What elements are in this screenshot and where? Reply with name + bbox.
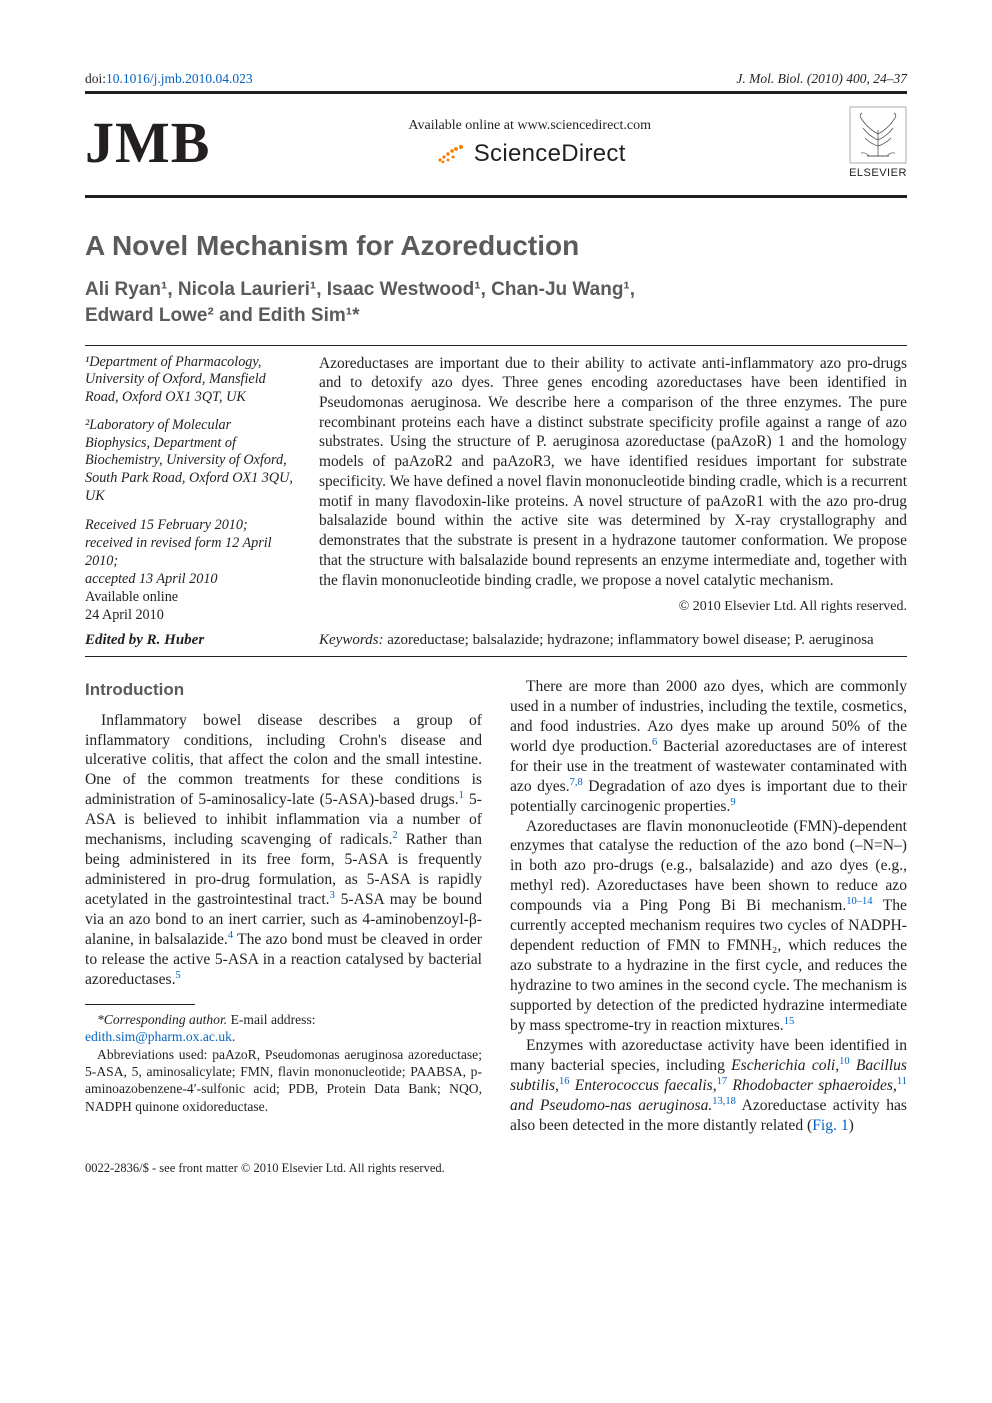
online-date: 24 April 2010 <box>85 607 164 623</box>
body-columns: Introduction Inflammatory bowel disease … <box>85 677 907 1136</box>
copyright-line: © 2010 Elsevier Ltd. All rights reserved… <box>319 598 907 616</box>
doi-prefix: doi: <box>85 71 106 86</box>
divider-rule <box>85 345 907 346</box>
divider-rule <box>85 195 907 198</box>
ref-10-link[interactable]: 10 <box>839 1056 850 1067</box>
keywords-label: Keywords: <box>319 632 383 648</box>
corresponding-label: *Corresponding author. <box>97 1012 227 1027</box>
keywords-text: azoreductase; balsalazide; hydrazone; in… <box>383 632 873 648</box>
meta-column: ¹Department of Pharmacology, University … <box>85 354 295 625</box>
footer-copyright: 0022-2836/$ - see front matter © 2010 El… <box>85 1160 907 1176</box>
meta-abstract-row: ¹Department of Pharmacology, University … <box>85 354 907 625</box>
footnote-divider <box>85 1004 195 1005</box>
elsevier-tree-icon <box>849 106 907 164</box>
revised-date: received in revised form 12 April 2010; <box>85 535 272 569</box>
corresponding-email-link[interactable]: edith.sim@pharm.ox.ac.uk <box>85 1029 232 1044</box>
authors: Ali Ryan¹, Nicola Laurieri¹, Isaac Westw… <box>85 277 907 328</box>
intro-paragraph-1: Inflammatory bowel disease describes a g… <box>85 711 482 990</box>
journal-ref: J. Mol. Biol. (2010) 400, 24–37 <box>736 70 907 87</box>
elsevier-logo-block: ELSEVIER <box>849 106 907 180</box>
ref-17-link[interactable]: 17 <box>717 1076 728 1087</box>
right-paragraph-3: Enzymes with azoreductase activity have … <box>510 1036 907 1136</box>
authors-line-2: Edward Lowe² and Edith Sim¹* <box>85 305 359 326</box>
footnotes: *Corresponding author. E-mail address: e… <box>85 1011 482 1115</box>
keywords-row: Edited by R. Huber Keywords: azoreductas… <box>85 631 907 650</box>
online-label: Available online <box>85 589 178 605</box>
fig-1-link[interactable]: Fig. 1 <box>812 1117 848 1134</box>
available-online-text: Available online at www.sciencedirect.co… <box>230 117 829 135</box>
ref-7-8-link[interactable]: 7,8 <box>570 776 583 787</box>
article-title: A Novel Mechanism for Azoreduction <box>85 228 907 264</box>
top-meta-line: doi:10.1016/j.jmb.2010.04.023 J. Mol. Bi… <box>85 70 907 87</box>
edited-by: Edited by R. Huber <box>85 631 295 650</box>
abstract-column: Azoreductases are important due to their… <box>319 354 907 625</box>
received-date: Received 15 February 2010; <box>85 517 248 533</box>
doi-link[interactable]: 10.1016/j.jmb.2010.04.023 <box>106 71 253 86</box>
jmb-logo: JMB <box>85 106 210 180</box>
section-heading-introduction: Introduction <box>85 679 482 701</box>
ref-10-14-link[interactable]: 10–14 <box>846 896 872 907</box>
doi-block: doi:10.1016/j.jmb.2010.04.023 <box>85 70 253 87</box>
right-paragraph-2: Azoreductases are flavin mononucleotide … <box>510 817 907 1036</box>
elsevier-label: ELSEVIER <box>849 166 907 180</box>
ref-5-link[interactable]: 5 <box>175 970 180 981</box>
availability-block: Available online at www.sciencedirect.co… <box>230 117 829 170</box>
authors-line-1: Ali Ryan¹, Nicola Laurieri¹, Isaac Westw… <box>85 279 635 300</box>
left-column: Introduction Inflammatory bowel disease … <box>85 677 482 1136</box>
ref-11-link[interactable]: 11 <box>897 1076 907 1087</box>
header-row: JMB Available online at www.sciencedirec… <box>85 102 907 190</box>
affiliation-2: ²Laboratory of Molecular Biophysics, Dep… <box>85 417 295 506</box>
history-block: Received 15 February 2010; received in r… <box>85 516 295 625</box>
ref-13-18-link[interactable]: 13,18 <box>712 1096 736 1107</box>
accepted-date: accepted 13 April 2010 <box>85 571 218 587</box>
sciencedirect-swoosh-icon <box>434 144 468 166</box>
ref-16-link[interactable]: 16 <box>559 1076 570 1087</box>
ref-9-link[interactable]: 9 <box>730 796 735 807</box>
sciencedirect-text: ScienceDirect <box>474 140 626 167</box>
sciencedirect-logo: ScienceDirect <box>230 139 829 170</box>
corresponding-author-note: *Corresponding author. E-mail address: e… <box>85 1011 482 1046</box>
divider-rule <box>85 91 907 94</box>
right-column: There are more than 2000 azo dyes, which… <box>510 677 907 1136</box>
right-paragraph-1: There are more than 2000 azo dyes, which… <box>510 677 907 817</box>
abbreviations-note: Abbreviations used: paAzoR, Pseudomonas … <box>85 1046 482 1116</box>
affiliation-1: ¹Department of Pharmacology, University … <box>85 354 295 407</box>
divider-rule <box>85 656 907 657</box>
keywords: Keywords: azoreductase; balsalazide; hyd… <box>319 631 907 650</box>
abstract-text: Azoreductases are important due to their… <box>319 354 907 591</box>
ref-15-link[interactable]: 15 <box>784 1016 795 1027</box>
